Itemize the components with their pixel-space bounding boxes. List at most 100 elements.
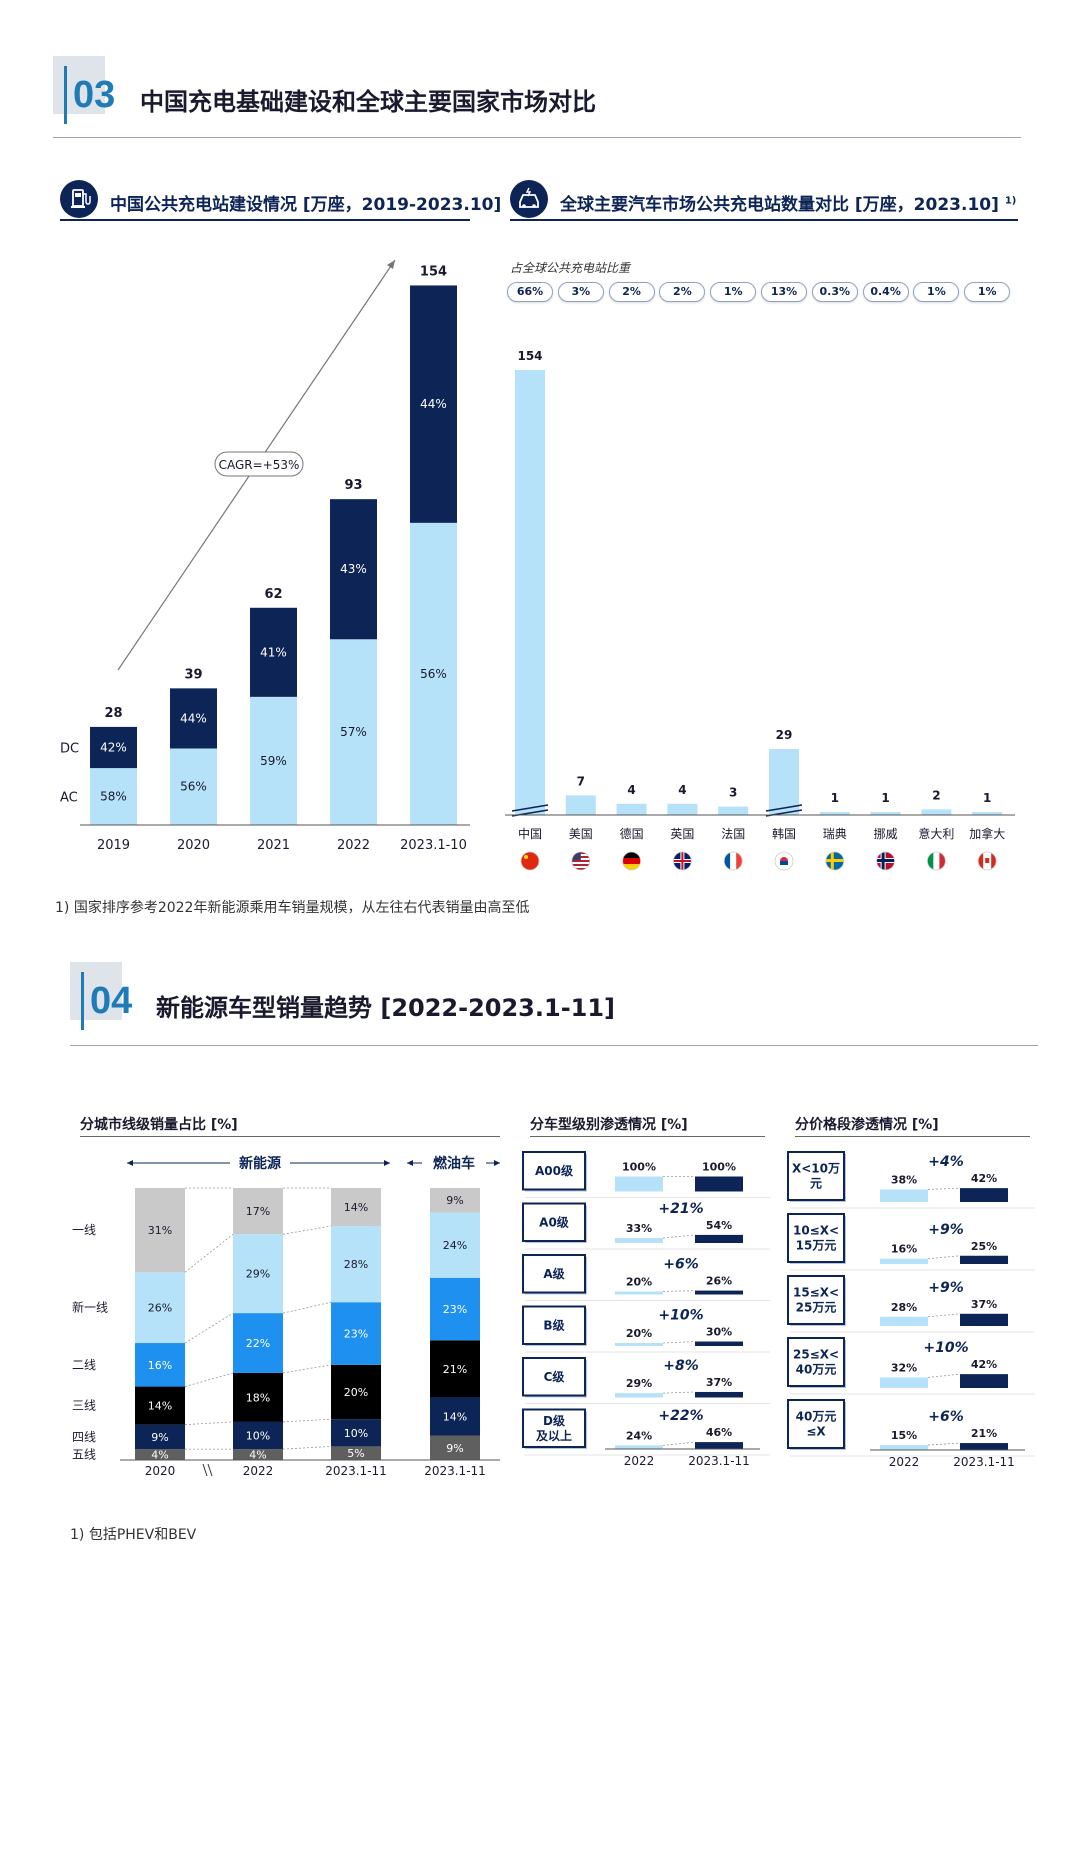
delta-label: +21% bbox=[658, 1201, 703, 1217]
share-pill: 0.4% bbox=[862, 282, 909, 302]
connector-line bbox=[662, 1290, 696, 1292]
price-title: 分价格段渗透情况 [%] bbox=[795, 1117, 939, 1133]
value-label: 4 bbox=[627, 783, 635, 797]
country-bar bbox=[769, 749, 799, 815]
nev-arrow-right bbox=[384, 1160, 390, 1166]
country-label: 挪威 bbox=[874, 827, 898, 841]
value-label-2023: 46% bbox=[706, 1426, 732, 1439]
country-bar bbox=[515, 370, 545, 815]
total-label: 28 bbox=[104, 706, 122, 721]
tier-share-label: 22% bbox=[246, 1337, 270, 1350]
category-label: D级 bbox=[543, 1413, 565, 1428]
value-label-2023: 54% bbox=[706, 1219, 732, 1232]
section-number-box bbox=[70, 962, 122, 1020]
bar-2022 bbox=[880, 1445, 928, 1450]
bar-2022 bbox=[615, 1445, 663, 1449]
tier-segment bbox=[331, 1364, 381, 1420]
delta-label: +8% bbox=[663, 1358, 699, 1374]
ac-bar bbox=[410, 522, 457, 825]
country-label: 韩国 bbox=[772, 826, 796, 841]
city-tier-chart: 新能源 燃油车 4% 9% 14% 16% 26% 31% 2020 五线 四线 三线 二线 新一线 一线 4… bbox=[72, 1154, 500, 1478]
value-label-2022: 32% bbox=[891, 1361, 917, 1374]
ac-share-label: 58% bbox=[100, 790, 127, 804]
total-label: 154 bbox=[420, 264, 447, 279]
category-label: ≤X bbox=[806, 1425, 826, 1439]
section-title: 新能源车型销量趋势 [2022-2023.1-11] bbox=[156, 994, 616, 1022]
tier-share-label: 20% bbox=[344, 1386, 368, 1399]
country-bar bbox=[616, 803, 647, 815]
tier-share-label: 23% bbox=[344, 1328, 368, 1341]
value-label-2022: 28% bbox=[891, 1301, 917, 1314]
value-label-2023: 30% bbox=[706, 1326, 732, 1339]
bar-2023 bbox=[960, 1255, 1008, 1264]
value-label: 7 bbox=[577, 774, 585, 788]
x-tick-label: 2023.1-11 bbox=[953, 1455, 1015, 1469]
bar-2022 bbox=[615, 1176, 663, 1192]
country-label: 英国 bbox=[670, 827, 694, 841]
bar-2023 bbox=[960, 1374, 1008, 1388]
x-tick-label: 2022 bbox=[243, 1464, 274, 1478]
category-box bbox=[787, 1337, 845, 1387]
category-label: 25万元 bbox=[796, 1301, 837, 1315]
tier-segment bbox=[430, 1277, 480, 1341]
global-charging-chart: 154 中国 7 美国 4 德国 4 英国 3 法国 29 韩国 1 瑞典 1 挪威 2 意大利 1 加拿大 bbox=[505, 349, 1015, 871]
category-label: 25≤X< bbox=[793, 1348, 839, 1362]
value-label-2022: 29% bbox=[626, 1377, 652, 1390]
ice-group-label: 燃油车 bbox=[433, 1155, 475, 1172]
category-box bbox=[522, 1357, 586, 1397]
category-box bbox=[787, 1275, 845, 1325]
country-label: 意大利 bbox=[918, 826, 954, 841]
country-label: 德国 bbox=[620, 826, 644, 841]
country-label: 加拿大 bbox=[969, 826, 1005, 841]
flag-no-icon bbox=[876, 851, 896, 871]
tier-segment bbox=[233, 1449, 283, 1460]
connector-line bbox=[184, 1312, 234, 1344]
category-label: B级 bbox=[543, 1317, 564, 1332]
tier-share-label: 14% bbox=[148, 1400, 172, 1413]
category-label: A级 bbox=[543, 1266, 564, 1281]
dc-share-label: 44% bbox=[180, 711, 207, 725]
connector-line bbox=[662, 1341, 696, 1344]
cagr-arrowhead bbox=[387, 260, 395, 269]
connector-line bbox=[927, 1313, 961, 1318]
value-label-2022: 100% bbox=[622, 1161, 656, 1174]
tier-share-label: 9% bbox=[151, 1431, 168, 1444]
bar-2023 bbox=[695, 1290, 743, 1295]
category-label: X<10万 bbox=[792, 1162, 840, 1176]
category-label: 10≤X< bbox=[793, 1224, 839, 1238]
tier-segment bbox=[135, 1386, 185, 1425]
tier-segment bbox=[430, 1435, 480, 1460]
delta-label: +6% bbox=[928, 1409, 964, 1425]
tier-segment bbox=[233, 1421, 283, 1450]
connector-line bbox=[184, 1233, 234, 1273]
value-label-2023: 25% bbox=[971, 1240, 997, 1253]
axis-break bbox=[202, 1463, 208, 1477]
connector-line bbox=[184, 1421, 234, 1426]
connector-line bbox=[282, 1418, 332, 1423]
bar-2023 bbox=[960, 1313, 1008, 1326]
value-label: 2 bbox=[932, 788, 940, 802]
country-label: 瑞典 bbox=[823, 827, 847, 841]
tier-share-label: 18% bbox=[246, 1391, 270, 1404]
value-label-2022: 20% bbox=[626, 1327, 652, 1340]
tier-segment bbox=[430, 1212, 480, 1278]
ice-arrow-left bbox=[407, 1160, 413, 1166]
flag-ca-icon bbox=[977, 851, 997, 871]
ac-share-label: 59% bbox=[260, 754, 287, 768]
category-label: 40万元 bbox=[796, 1410, 837, 1424]
value-label-2023: 37% bbox=[971, 1298, 997, 1311]
connector-line bbox=[282, 1446, 332, 1450]
ac-bar bbox=[90, 768, 137, 825]
section-number-box bbox=[53, 56, 105, 114]
city-tier-underline bbox=[80, 1136, 500, 1137]
bar-2022 bbox=[880, 1377, 928, 1388]
category-box bbox=[787, 1399, 845, 1449]
value-label-2022: 24% bbox=[626, 1429, 652, 1442]
connector-line bbox=[927, 1255, 961, 1260]
tier-share-label: 31% bbox=[148, 1224, 172, 1237]
dc-bar bbox=[330, 499, 377, 640]
connector-line bbox=[184, 1372, 234, 1387]
share-pill: 13% bbox=[761, 282, 807, 302]
ac-bar bbox=[170, 748, 217, 825]
connector-line bbox=[662, 1391, 696, 1394]
